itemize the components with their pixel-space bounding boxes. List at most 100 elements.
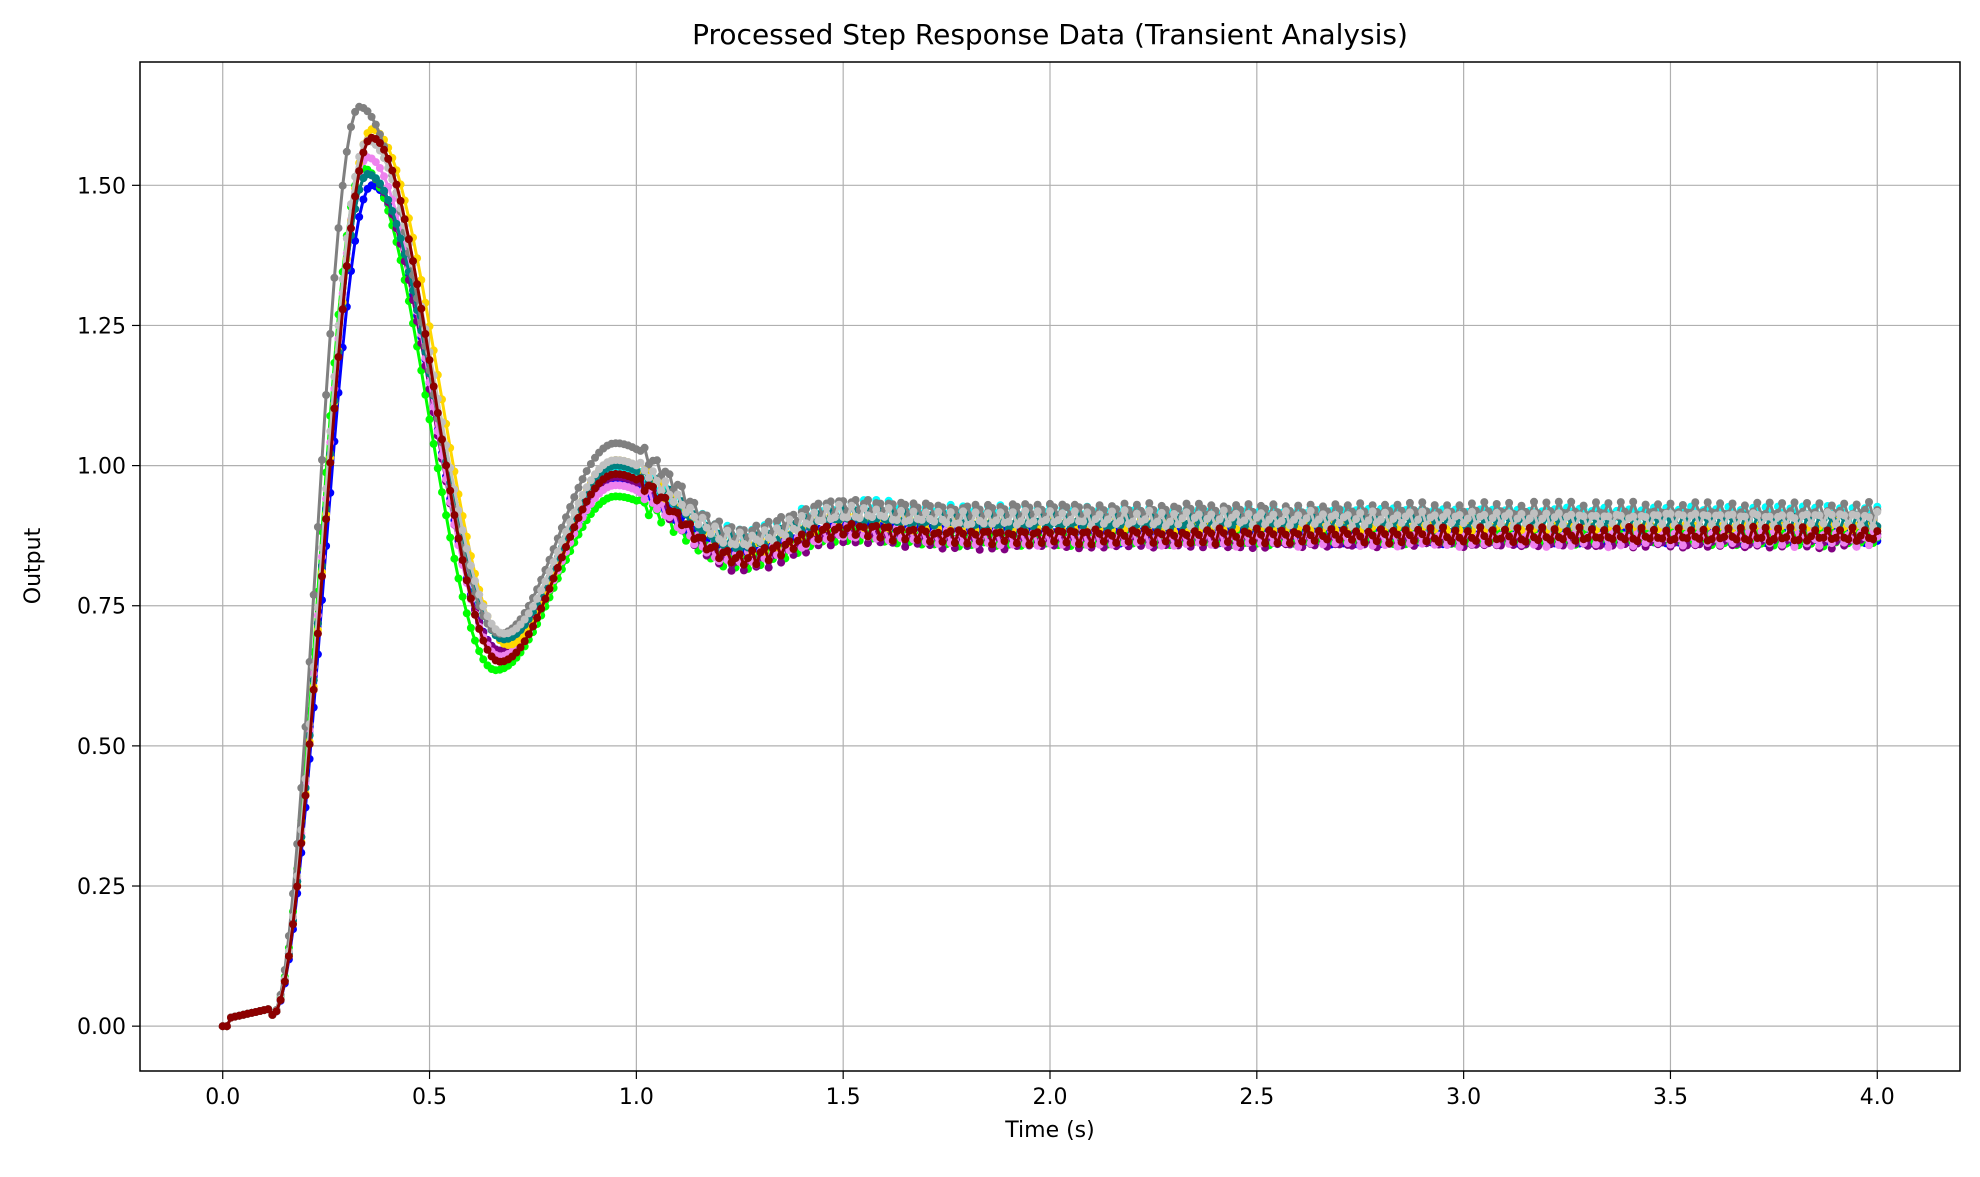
data-point [1629, 497, 1638, 506]
data-point [739, 566, 748, 575]
data-point [1472, 536, 1480, 545]
data-point [826, 541, 835, 550]
data-point [785, 537, 794, 546]
data-point [1666, 499, 1675, 508]
data-point [342, 147, 351, 156]
data-point [1360, 538, 1369, 547]
data-point [557, 553, 566, 562]
data-point [1831, 520, 1840, 529]
data-point [1381, 500, 1389, 509]
y-tick-label: 0.25 [77, 875, 126, 900]
data-point [454, 534, 463, 543]
data-point [1765, 498, 1774, 507]
data-point [797, 530, 806, 539]
data-point [429, 382, 438, 391]
data-point [731, 540, 740, 549]
data-point [934, 507, 943, 516]
data-point [421, 330, 430, 338]
data-point [1658, 520, 1667, 529]
chart-title: Processed Step Response Data (Transient … [692, 18, 1408, 51]
data-point [582, 467, 591, 476]
data-point [1654, 511, 1662, 520]
data-point [1716, 499, 1725, 508]
data-point [1641, 513, 1650, 521]
data-point [1277, 517, 1286, 525]
data-point [1157, 508, 1166, 517]
data-point [1496, 534, 1505, 543]
data-point [946, 527, 955, 536]
x-tick-label: 3.0 [1446, 1085, 1481, 1110]
data-point [727, 566, 736, 575]
data-point [466, 561, 475, 570]
data-point [1174, 520, 1183, 529]
data-point [1753, 498, 1762, 507]
data-point [851, 530, 860, 539]
data-point [1306, 531, 1315, 540]
data-point [1492, 508, 1501, 517]
data-point [1232, 509, 1241, 518]
data-point [1041, 516, 1050, 524]
data-point [413, 280, 422, 289]
data-point [1451, 526, 1460, 535]
data-point [648, 482, 657, 491]
data-point [934, 528, 943, 537]
data-point [1654, 500, 1662, 509]
data-point [371, 120, 380, 129]
data-point [1348, 535, 1356, 544]
data-point [1575, 523, 1584, 532]
data-point [1244, 510, 1253, 518]
data-point [471, 636, 479, 645]
data-point [868, 513, 877, 522]
data-point [1430, 511, 1439, 520]
data-point [1364, 516, 1373, 525]
data-point [1157, 530, 1166, 539]
data-point [777, 551, 786, 560]
data-point [1505, 532, 1514, 541]
data-point [380, 145, 388, 154]
data-point [458, 526, 467, 535]
data-point [313, 629, 322, 638]
data-point [975, 537, 984, 546]
x-tick-label: 1.5 [826, 1085, 861, 1110]
data-point [1873, 527, 1882, 536]
data-point [553, 563, 562, 572]
data-point [1703, 511, 1712, 520]
data-point [326, 329, 335, 338]
data-point [1790, 543, 1799, 551]
data-point [1666, 509, 1675, 518]
data-point [686, 520, 695, 529]
data-point [1257, 509, 1265, 518]
data-point [1774, 524, 1782, 533]
data-point [1815, 541, 1824, 550]
data-point [880, 512, 889, 521]
data-point [835, 500, 843, 509]
data-point [1343, 511, 1352, 520]
data-point [1505, 509, 1514, 518]
data-point [417, 304, 426, 313]
y-tick-label: 1.00 [77, 455, 126, 480]
data-point [938, 537, 947, 546]
data-point [446, 486, 455, 495]
data-point [400, 215, 409, 224]
data-point [475, 647, 484, 656]
data-point [342, 262, 351, 271]
data-point [318, 455, 326, 464]
data-point [686, 503, 695, 512]
data-point [1823, 526, 1832, 535]
data-point [433, 464, 442, 473]
data-point [739, 560, 748, 569]
data-point [322, 391, 331, 399]
data-point [359, 195, 368, 204]
data-point [541, 577, 550, 586]
data-point [1496, 519, 1505, 528]
data-point [669, 498, 678, 507]
data-point [1294, 511, 1303, 520]
data-point [1637, 524, 1646, 532]
data-point [1757, 533, 1766, 542]
data-point [429, 439, 438, 448]
data-point [1405, 531, 1414, 540]
data-point [1211, 540, 1220, 549]
data-point [1517, 510, 1526, 518]
data-point [1418, 507, 1427, 516]
data-point [318, 572, 326, 581]
